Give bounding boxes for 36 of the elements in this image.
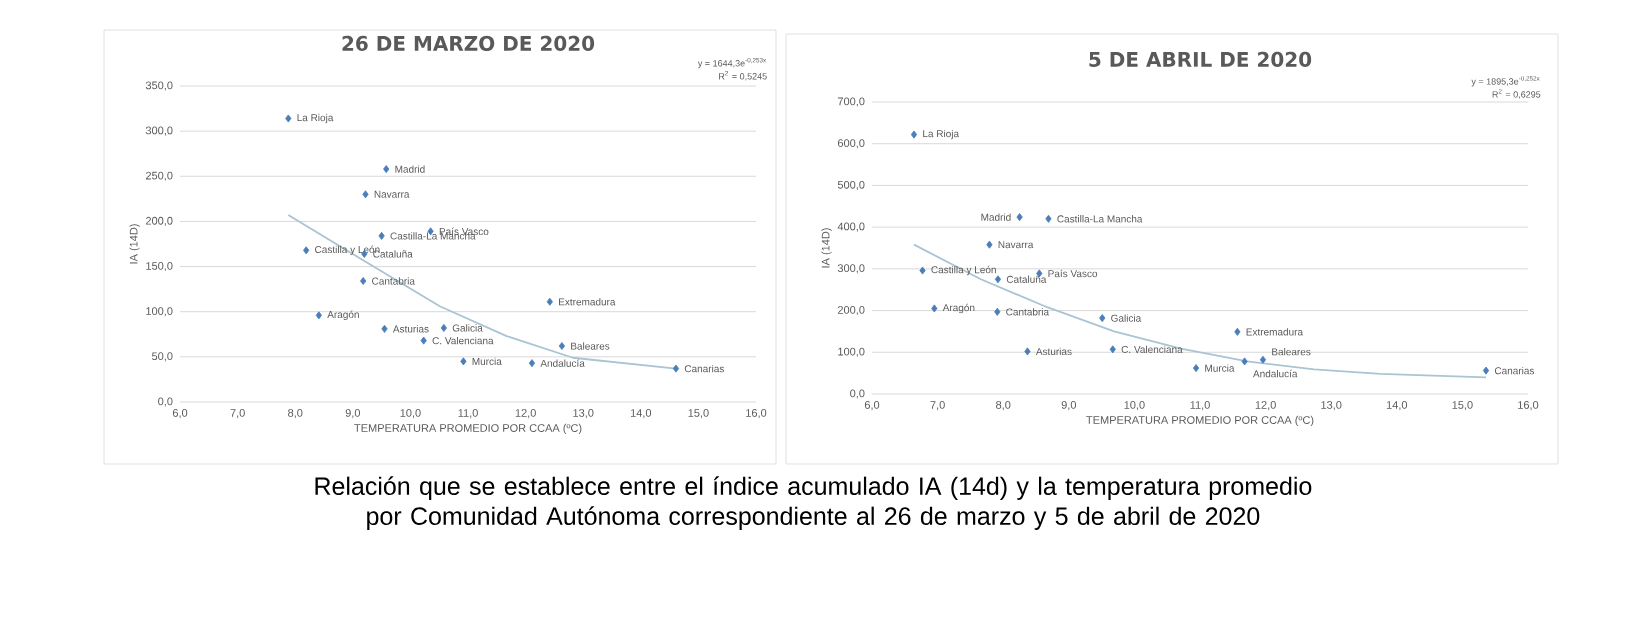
point bbox=[528, 359, 536, 368]
point bbox=[1241, 357, 1248, 366]
point bbox=[1234, 327, 1241, 336]
point bbox=[440, 323, 447, 332]
point bbox=[362, 190, 369, 199]
point bbox=[1482, 366, 1490, 375]
point bbox=[994, 307, 1001, 316]
point bbox=[1259, 355, 1267, 364]
point bbox=[994, 275, 1002, 284]
point bbox=[315, 311, 322, 320]
point bbox=[1045, 214, 1052, 223]
point bbox=[931, 304, 938, 313]
point bbox=[303, 246, 310, 255]
point bbox=[546, 297, 553, 306]
point bbox=[381, 324, 388, 333]
point bbox=[420, 336, 427, 345]
point bbox=[986, 240, 993, 249]
point bbox=[1016, 213, 1023, 222]
line-series bbox=[287, 214, 677, 370]
point bbox=[1192, 364, 1200, 373]
point bbox=[383, 165, 390, 174]
chart-title: 26 DE MARZO DE 2020 bbox=[342, 35, 595, 51]
point bbox=[1024, 347, 1031, 356]
point bbox=[285, 114, 292, 123]
point bbox=[672, 364, 680, 373]
point bbox=[1109, 345, 1116, 354]
point bbox=[558, 342, 566, 350]
point bbox=[1099, 314, 1106, 323]
point bbox=[910, 130, 918, 139]
text: Relación que se establece entre el índice acumulado IA (14d) y la temperatura promedio por Comunidad Autónoma correspondiente al 26 de marzo y 5 de abril de 2020 bbox=[315, 476, 1312, 530]
point bbox=[460, 357, 467, 366]
chart-title: 5 DE ABRIL DE 2020 bbox=[1089, 51, 1312, 67]
line-series bbox=[913, 243, 1487, 379]
point bbox=[919, 266, 926, 275]
point bbox=[360, 277, 367, 285]
point bbox=[378, 231, 385, 240]
